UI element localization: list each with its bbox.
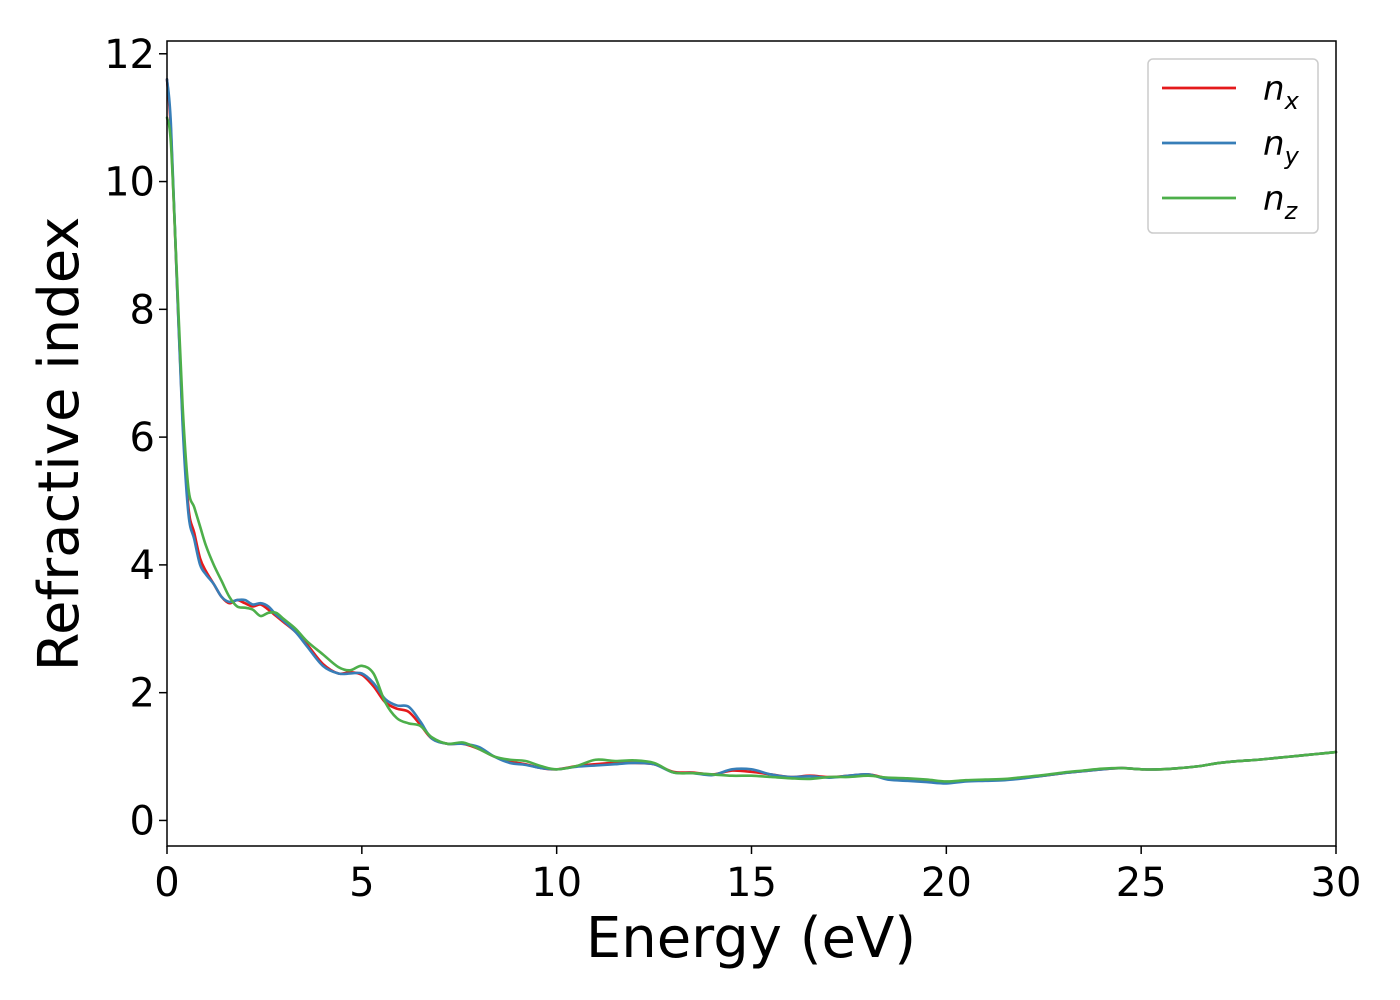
x-tick-label: 15 — [726, 860, 777, 906]
series-layer — [165, 78, 1338, 785]
x-tick-label: 10 — [531, 860, 582, 906]
y-axis-ticks: 0 2 4 6 8 10 12 — [104, 32, 167, 844]
x-tick-label: 25 — [1116, 860, 1167, 906]
x-tick-label: 0 — [154, 860, 179, 906]
y-tick-label: 4 — [130, 543, 155, 589]
y-axis-label: Refractive index — [27, 217, 92, 672]
x-tick-label: 20 — [921, 860, 972, 906]
y-tick-label: 2 — [130, 671, 155, 717]
plot-background — [167, 41, 1336, 846]
x-tick-label: 5 — [349, 860, 374, 906]
series-line-nz — [165, 116, 1338, 783]
y-tick-label: 10 — [104, 160, 155, 206]
legend-box — [1147, 58, 1319, 234]
x-axis-label: Energy (eV) — [586, 906, 916, 971]
y-tick-label: 6 — [130, 415, 155, 461]
x-tick-label: 30 — [1311, 860, 1362, 906]
y-tick-label: 0 — [130, 798, 155, 844]
y-tick-label: 8 — [130, 287, 155, 333]
x-axis-ticks: 0 5 10 15 20 25 30 — [154, 846, 1361, 906]
y-tick-label: 12 — [104, 32, 155, 78]
